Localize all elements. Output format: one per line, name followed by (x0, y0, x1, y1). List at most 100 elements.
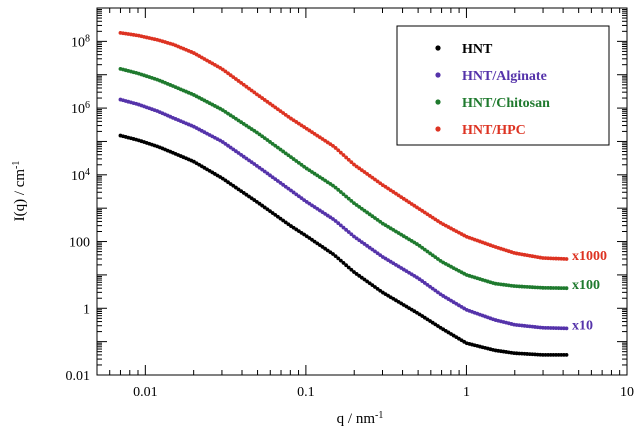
data-point-hnt-alginate (349, 232, 354, 237)
data-point-hnt-hpc (234, 77, 238, 81)
data-point-hnt-alginate (294, 192, 299, 197)
data-point-hnt (275, 214, 280, 219)
data-point-hnt (338, 258, 343, 263)
data-point-hnt-alginate (365, 243, 369, 248)
data-point-hnt (365, 279, 369, 284)
data-point-hnt-chitosan (296, 161, 301, 165)
data-point-hnt-alginate (283, 184, 288, 189)
data-point-hnt-chitosan (257, 132, 262, 137)
legend-marker (435, 45, 441, 51)
legend-label: HNT/Chitosan (462, 96, 550, 111)
data-point-hnt-hpc (331, 143, 335, 148)
data-point-hnt-alginate (422, 281, 427, 285)
data-point-hnt-hpc (220, 67, 225, 72)
data-point-hnt-hpc (265, 99, 270, 104)
legend-marker (435, 72, 441, 78)
multiplier-label: x1000 (572, 249, 607, 264)
data-point-hnt-alginate (296, 194, 301, 199)
data-point-hnt-chitosan (336, 187, 341, 192)
data-point-hnt (375, 286, 380, 291)
tick-labels: 0.01 0.1 1 10 0.01 1 100 104 106 108 (66, 33, 634, 400)
data-point-hnt-alginate (270, 175, 275, 180)
data-point-hnt-alginate (436, 290, 440, 295)
data-point-hnt-chitosan (354, 203, 359, 207)
data-point-hnt (262, 205, 267, 210)
data-point-hnt-alginate (417, 277, 422, 282)
data-point-hnt (359, 275, 364, 280)
data-point-hnt-alginate (359, 240, 364, 244)
data-point-hnt (362, 277, 367, 282)
data-point-hnt (352, 270, 356, 274)
data-point-hnt-alginate (255, 163, 259, 168)
data-point-hnt-alginate (564, 326, 569, 331)
data-point-hnt-alginate (346, 230, 351, 234)
data-point-hnt-alginate (420, 279, 425, 283)
data-point-hnt (260, 203, 265, 208)
data-point-hnt (373, 285, 377, 289)
data-point-hnt-chitosan (425, 249, 430, 254)
legend: HNT HNT/Alginate HNT/Chitosan HNT/HPC (396, 25, 610, 146)
data-point-hnt-alginate (433, 288, 438, 293)
data-point-hnt-hpc (270, 103, 275, 108)
data-point-hnt-alginate (275, 179, 280, 183)
data-point-hnt-hpc (252, 90, 257, 95)
data-point-hnt-chitosan (556, 286, 561, 290)
data-point-hnt-hpc (244, 84, 249, 89)
data-point-hnt-chitosan (367, 212, 372, 217)
data-point-hnt-chitosan (333, 185, 338, 190)
y-tick-label: 100 (69, 236, 90, 251)
data-point-hnt (281, 218, 286, 223)
data-point-hnt-chitosan (430, 253, 435, 258)
data-point-hnt (341, 261, 346, 265)
data-point-hnt (265, 207, 270, 212)
data-point-hnt (270, 211, 275, 215)
data-point-hnt-chitosan (546, 286, 551, 290)
data-point-hnt-hpc (262, 98, 267, 102)
data-point-hnt-chitosan (275, 145, 280, 150)
data-point-hnt-chitosan (268, 140, 272, 144)
data-point-hnt-alginate (373, 249, 377, 254)
data-point-hnt-chitosan (551, 286, 556, 290)
y-tick-label: 106 (71, 100, 90, 118)
data-point-hnt-alginate (278, 181, 283, 185)
data-point-hnt-chitosan (283, 151, 288, 156)
data-point-hnt-chitosan (559, 286, 564, 291)
data-point-hnt-hpc (239, 80, 244, 85)
data-point-hnt-chitosan (286, 153, 291, 158)
data-point-hnt (268, 209, 272, 214)
data-point-hnt-chitosan (338, 190, 343, 194)
data-point-hnt-hpc (249, 88, 254, 93)
data-point-hnt-hpc (375, 179, 380, 184)
data-point-hnt-alginate (268, 173, 272, 178)
data-point-hnt-alginate (341, 225, 346, 230)
data-point-hnt-chitosan (349, 198, 354, 203)
legend-label: HNT/HPC (462, 123, 526, 138)
data-point-hnt-alginate (354, 236, 359, 241)
data-point-hnt-hpc (283, 112, 288, 117)
data-point-hnt-hpc (241, 82, 246, 87)
data-point-hnt-chitosan (428, 251, 432, 256)
data-point-hnt-hpc (359, 168, 364, 173)
data-point-hnt-chitosan (417, 243, 422, 248)
data-point-hnt (344, 263, 349, 268)
data-point-hnt-chitosan (352, 201, 356, 206)
data-point-hnt-alginate (425, 282, 430, 287)
data-point-hnt-chitosan (265, 138, 270, 142)
y-tick-label: 0.01 (66, 369, 91, 384)
data-point-hnt-chitosan (548, 286, 553, 290)
legend-label: HNT/Alginate (462, 69, 547, 84)
data-point-hnt-alginate (331, 217, 335, 221)
data-point-hnt-hpc (278, 109, 283, 114)
data-point-hnt (564, 353, 569, 357)
data-point-hnt-chitosan (346, 196, 351, 201)
data-point-hnt-hpc (344, 155, 349, 160)
data-point-hnt (283, 220, 288, 225)
data-point-hnt (554, 353, 558, 357)
data-point-hnt-hpc (367, 173, 372, 178)
data-point-hnt-chitosan (357, 204, 362, 209)
data-point-hnt-chitosan (564, 286, 569, 291)
data-point-hnt-hpc (354, 164, 359, 169)
x-tick-label: 10 (620, 385, 634, 400)
data-point-hnt-chitosan (273, 143, 278, 148)
data-point-hnt-hpc (223, 69, 228, 74)
